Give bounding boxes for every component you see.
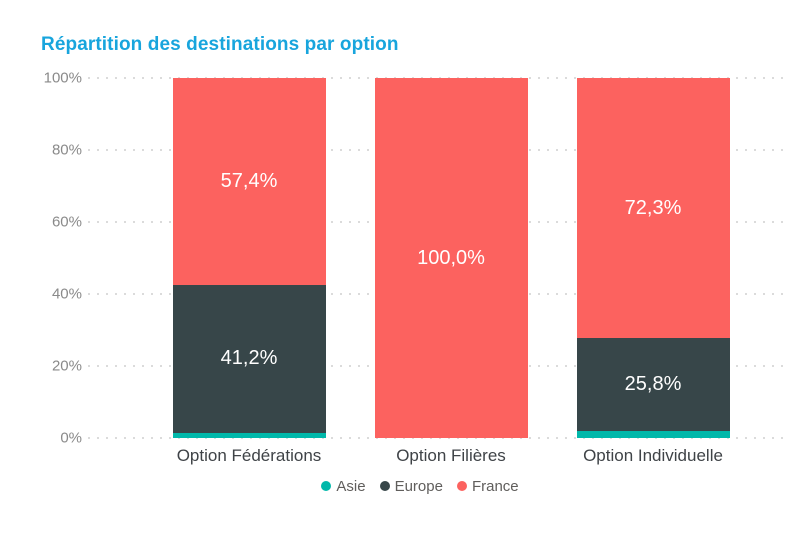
x-axis-category-label: Option Individuelle	[583, 446, 723, 465]
gridline	[88, 437, 785, 439]
x-axis-category-label: Option Filières	[396, 446, 506, 465]
bar-segment-france-option-filieres[interactable]: 100,0%	[374, 78, 528, 438]
bar-segment-asie-option-individuelle[interactable]	[576, 431, 730, 438]
y-axis-tick-label: 60%	[51, 213, 82, 231]
y-axis-tick-label: 100%	[43, 69, 82, 87]
data-label: 57,4%	[220, 169, 278, 192]
data-label: 25,8%	[624, 373, 682, 396]
legend-dot-asie	[321, 481, 332, 491]
legend-dot-europe	[379, 481, 390, 491]
legend-item-asie[interactable]: Asie	[321, 477, 366, 495]
legend-item-europe[interactable]: Europe	[379, 477, 443, 495]
bar-segment-europe-option-individuelle[interactable]: 25,8%	[576, 338, 730, 432]
data-label: 72,3%	[624, 196, 682, 219]
bar-segment-asie-option-federations[interactable]	[172, 432, 326, 438]
legend-label: Asie	[336, 477, 366, 495]
legend-item-france[interactable]: France	[456, 477, 519, 495]
legend-dot-france	[456, 481, 467, 491]
legend-label: France	[471, 477, 519, 495]
x-axis-category-label: Option Fédérations	[176, 446, 322, 465]
bar-segment-france-option-individuelle[interactable]: 72,3%	[576, 78, 730, 339]
chart-title: Répartition des destinations par option	[41, 34, 399, 55]
bar-segment-france-option-federations[interactable]: 57,4%	[172, 78, 326, 285]
legend-label: Europe	[394, 477, 443, 495]
y-axis-tick-label: 40%	[51, 285, 82, 303]
legend: Asie Europe France	[88, 476, 752, 496]
y-axis-tick-label: 20%	[51, 357, 82, 375]
data-label: 100,0%	[417, 246, 485, 269]
y-axis-tick-label: 0%	[60, 429, 82, 447]
data-label: 41,2%	[220, 347, 278, 370]
bar-segment-europe-option-federations[interactable]: 41,2%	[172, 284, 326, 433]
y-axis-tick-label: 80%	[51, 141, 82, 159]
